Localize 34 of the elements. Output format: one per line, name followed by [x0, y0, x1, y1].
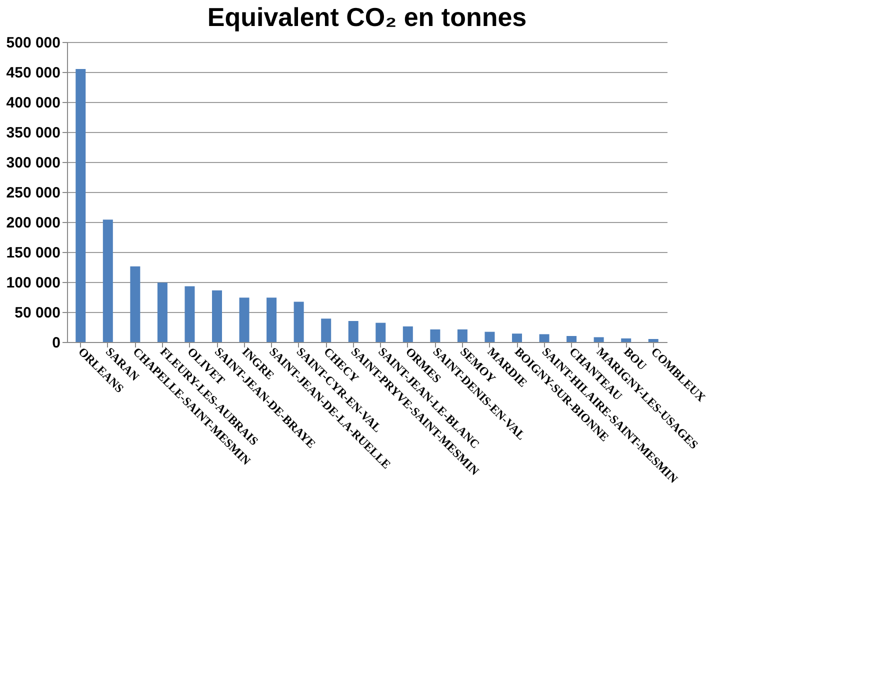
- bar: [321, 318, 332, 342]
- bar: [102, 220, 113, 342]
- bar: [594, 337, 604, 342]
- bar: [157, 282, 168, 342]
- y-tick-label: 350 000: [6, 124, 60, 142]
- bar: [294, 302, 304, 342]
- bar: [76, 69, 86, 342]
- y-tick-label: 150 000: [6, 244, 60, 262]
- y-tick-label: 250 000: [6, 184, 60, 202]
- y-tick-label: 400 000: [6, 94, 60, 112]
- bar: [212, 290, 222, 342]
- bar: [621, 338, 632, 342]
- bar: [484, 332, 495, 342]
- bar: [648, 339, 658, 342]
- bar: [457, 329, 468, 342]
- y-tick-label: 500 000: [6, 34, 60, 52]
- bar: [430, 329, 440, 342]
- chart-title: Equivalent CO₂ en tonnes: [207, 2, 527, 32]
- bar: [539, 334, 550, 342]
- y-tick-label: 450 000: [6, 64, 60, 82]
- bar: [184, 286, 195, 342]
- y-tick-label: 0: [52, 334, 60, 352]
- y-tick-label: 100 000: [6, 274, 60, 292]
- bar: [402, 326, 413, 342]
- bar: [266, 298, 277, 342]
- y-tick-label: 200 000: [6, 214, 60, 232]
- y-tick-label: 300 000: [6, 154, 60, 172]
- bar: [348, 321, 358, 342]
- bar: [130, 266, 140, 342]
- bar: [512, 334, 522, 342]
- bar: [376, 322, 386, 342]
- y-tick-label: 50 000: [14, 304, 60, 322]
- bar: [239, 298, 250, 342]
- bar: [566, 336, 577, 342]
